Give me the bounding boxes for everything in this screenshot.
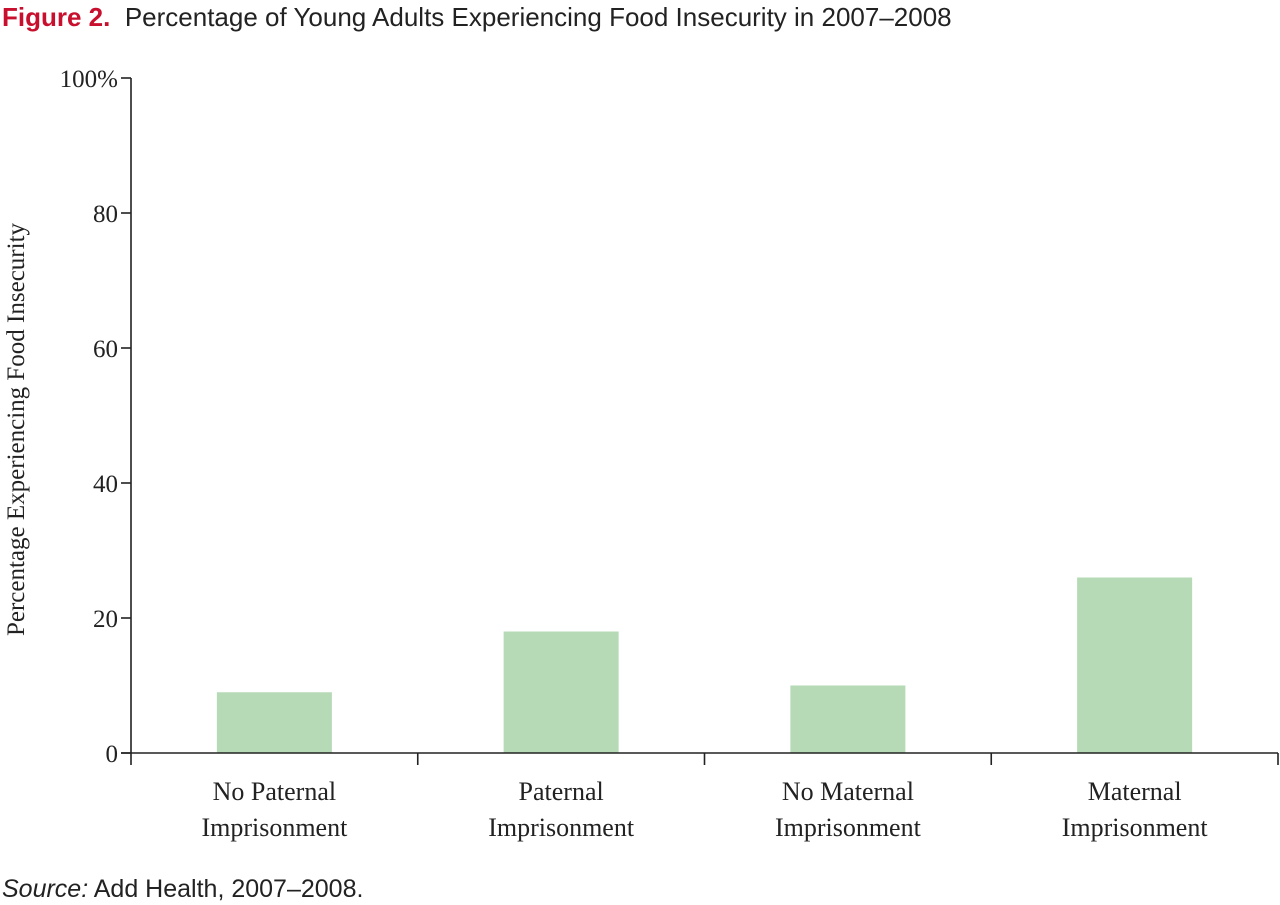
- figure-title: Figure 2. Percentage of Young Adults Exp…: [2, 0, 952, 34]
- x-tick-label-line: Imprisonment: [201, 813, 348, 842]
- x-tick-label-line: Imprisonment: [775, 813, 922, 842]
- source-note: Source: Add Health, 2007–2008.: [2, 873, 363, 905]
- bar: [790, 685, 906, 753]
- x-tick-label-line: No Paternal: [213, 777, 336, 806]
- y-tick-label: 20: [93, 606, 118, 633]
- x-tick-label-line: No Maternal: [782, 777, 914, 806]
- y-tick-label: 80: [93, 201, 118, 228]
- x-tick-label-line: Paternal: [519, 777, 604, 806]
- x-tick-label: Paternal Imprisonment: [488, 777, 635, 842]
- x-tick-label-line: Maternal: [1088, 777, 1182, 806]
- bar-chart: Percentage Experiencing Food Insecurity 0…: [3, 66, 1279, 842]
- y-tick-label: 60: [93, 336, 118, 363]
- bar: [503, 631, 619, 753]
- bar: [216, 692, 332, 753]
- figure-label: Figure 2.: [2, 2, 111, 32]
- source-label: Source:: [2, 875, 89, 903]
- y-axis-label: Percentage Experiencing Food Insecurity: [3, 222, 30, 636]
- y-tick-label: 40: [93, 471, 118, 498]
- source-text: Add Health, 2007–2008.: [93, 875, 364, 903]
- x-tick-label-line: Imprisonment: [488, 813, 635, 842]
- bar: [1077, 577, 1193, 753]
- y-tick-label: 0: [106, 741, 119, 768]
- figure-title-text: Percentage of Young Adults Experiencing …: [124, 2, 952, 32]
- x-tick-label: No Maternal Imprisonment: [775, 777, 922, 842]
- x-tick-label: No Paternal Imprisonment: [201, 777, 348, 842]
- x-tick-label-line: Imprisonment: [1062, 813, 1209, 842]
- x-tick-label: Maternal Imprisonment: [1062, 777, 1209, 842]
- y-tick-label: 100%: [60, 66, 118, 93]
